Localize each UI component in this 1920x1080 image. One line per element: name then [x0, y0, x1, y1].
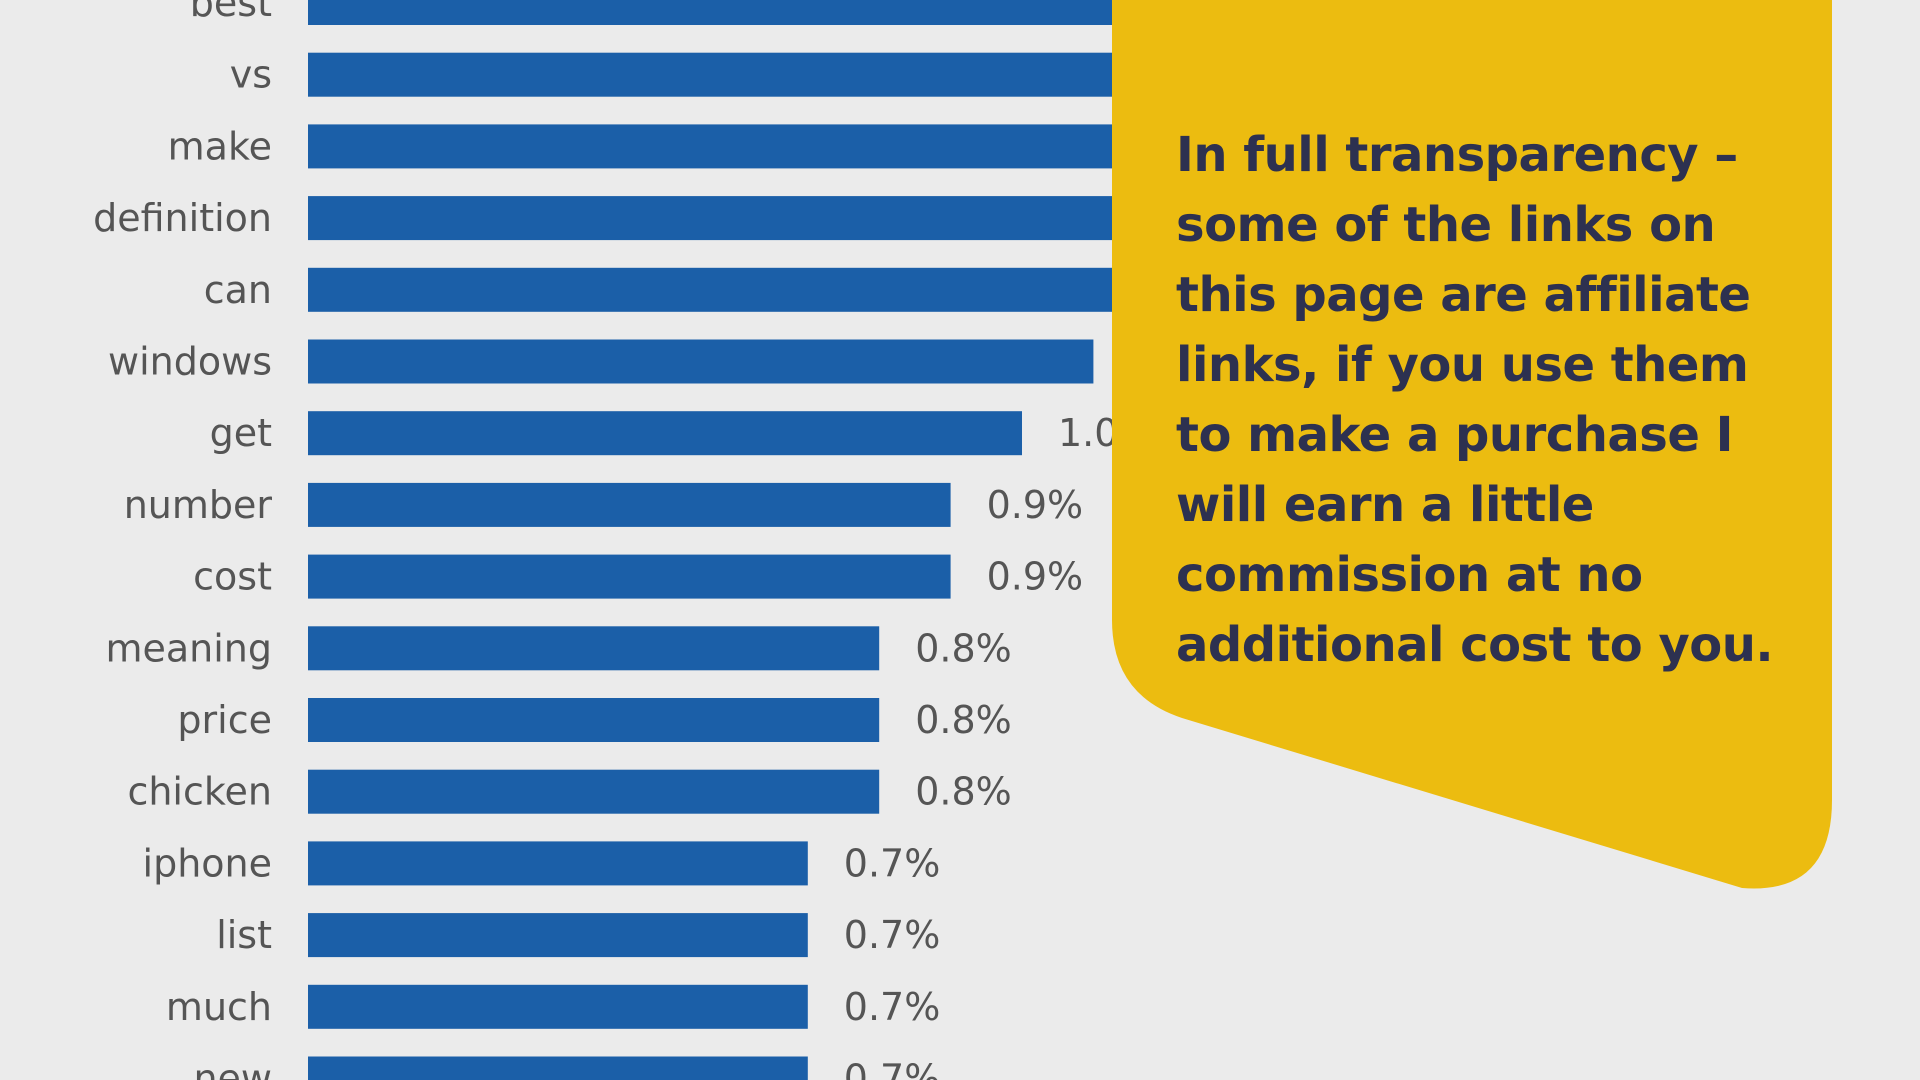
category-label: cost — [193, 555, 272, 599]
category-label: definition — [93, 196, 272, 240]
category-label: list — [216, 913, 272, 957]
callout-background — [1112, 0, 1832, 889]
value-label: 0.8% — [915, 770, 1012, 814]
category-label: price — [177, 698, 272, 742]
disclosure-text: In full transparency – some of the links… — [1176, 127, 1774, 673]
category-label: make — [168, 124, 272, 168]
bar — [308, 482, 951, 527]
bar — [308, 554, 951, 599]
bar — [308, 698, 880, 742]
bar — [308, 267, 1165, 312]
category-label: number — [124, 483, 273, 527]
bar — [308, 841, 808, 886]
value-label: 0.8% — [915, 698, 1012, 742]
bar — [308, 411, 1022, 456]
category-label: chicken — [127, 770, 272, 814]
bar — [308, 52, 1237, 97]
category-label: new — [193, 1057, 272, 1080]
value-label: 0.7% — [844, 841, 941, 885]
bar — [308, 1056, 808, 1080]
category-label: windows — [108, 340, 272, 384]
bar — [308, 339, 1094, 384]
bar — [308, 984, 808, 1029]
value-label: 0.9% — [987, 555, 1084, 599]
category-label: much — [166, 985, 272, 1029]
bar — [308, 769, 880, 814]
bar — [308, 196, 1237, 241]
category-label: meaning — [105, 626, 272, 670]
bar — [308, 626, 880, 671]
category-label: best — [190, 0, 272, 25]
value-label: 0.8% — [915, 626, 1012, 670]
bar — [308, 913, 808, 958]
value-label: 0.7% — [844, 985, 941, 1029]
value-label: 0.9% — [987, 483, 1084, 527]
category-label: vs — [230, 53, 272, 97]
category-label: iphone — [143, 841, 272, 885]
bar — [308, 124, 1237, 169]
category-label: can — [204, 268, 272, 312]
value-label: 0.7% — [844, 913, 941, 957]
category-label: get — [210, 411, 272, 455]
value-label: 0.7% — [844, 1057, 941, 1080]
